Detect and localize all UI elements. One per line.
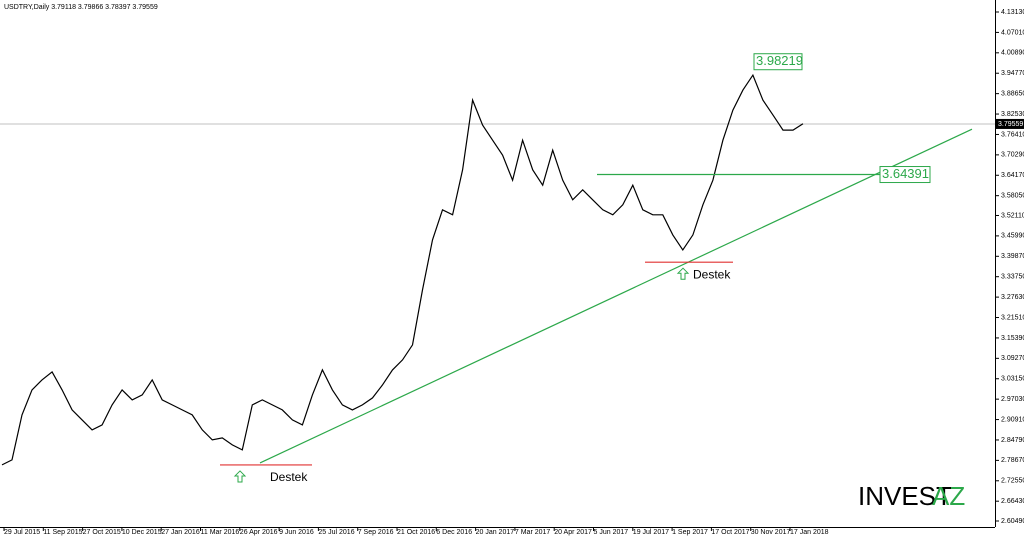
y-tick-label: 3.03150 bbox=[1001, 376, 1024, 383]
y-tick-label: 2.84790 bbox=[1001, 437, 1024, 444]
x-tick-label: 20 Apr 2017 bbox=[554, 529, 592, 536]
trendline bbox=[259, 128, 973, 464]
y-tick-label: 3.39870 bbox=[1001, 253, 1024, 260]
price-line bbox=[1, 73, 804, 466]
support-arrow bbox=[676, 267, 690, 280]
y-tick-label: 2.78670 bbox=[1001, 457, 1024, 464]
x-tick-label: 9 Jun 2016 bbox=[279, 529, 314, 536]
x-tick-label: 17 Jan 2018 bbox=[790, 529, 829, 536]
x-tick-label: 7 Sep 2016 bbox=[358, 529, 394, 536]
y-tick-label: 4.13130 bbox=[1001, 9, 1024, 16]
x-tick-label: 7 Mar 2017 bbox=[515, 529, 551, 536]
y-tick-label: 3.88650 bbox=[1001, 90, 1024, 97]
y-tick-label: 3.33750 bbox=[1001, 274, 1024, 281]
peak-label: 3.98219 bbox=[756, 53, 803, 68]
x-tick-label: 11 Mar 2016 bbox=[201, 529, 240, 536]
y-tick-label: 2.97030 bbox=[1001, 396, 1024, 403]
y-tick-label: 3.21510 bbox=[1001, 314, 1024, 321]
y-tick-label: 3.64170 bbox=[1001, 172, 1024, 179]
price-tag bbox=[996, 118, 1024, 129]
y-tick-label: 2.66430 bbox=[1001, 498, 1024, 505]
y-tick-label: 2.72550 bbox=[1001, 478, 1024, 485]
brand-az: AZ bbox=[932, 481, 965, 511]
y-tick-label: 2.60490 bbox=[1001, 518, 1024, 525]
x-tick-label: 11 Sep 2015 bbox=[43, 529, 82, 536]
x-tick-label: 1 Sep 2017 bbox=[672, 529, 708, 536]
y-tick-label: 2.90910 bbox=[1001, 416, 1024, 423]
x-tick-label: 17 Oct 2017 bbox=[711, 529, 749, 536]
support-arrow bbox=[233, 470, 247, 483]
resistance-box bbox=[879, 166, 931, 184]
y-tick-label: 3.70290 bbox=[1001, 152, 1024, 159]
x-tick-label: 20 Jan 2017 bbox=[476, 529, 515, 536]
y-tick-label: 3.52110 bbox=[1001, 212, 1024, 219]
x-tick-label: 29 Jul 2015 bbox=[4, 529, 40, 536]
y-tick-label: 3.58050 bbox=[1001, 193, 1024, 200]
x-tick-label: 10 Dec 2015 bbox=[122, 529, 162, 536]
x-tick-label: 6 Dec 2016 bbox=[436, 529, 472, 536]
y-tick-label: 3.82530 bbox=[1001, 111, 1024, 118]
x-tick-label: 21 Oct 2016 bbox=[397, 529, 435, 536]
support-label: Destek bbox=[270, 470, 308, 484]
support-label: Destek bbox=[693, 267, 731, 281]
chart-title: USDTRY,Daily 3.79118 3.79866 3.78397 3.7… bbox=[4, 4, 158, 11]
x-tick-label: 5 Jun 2017 bbox=[594, 529, 629, 536]
x-tick-label: 19 Jul 2017 bbox=[633, 529, 669, 536]
y-tick-label: 3.45990 bbox=[1001, 233, 1024, 240]
y-tick-label: 3.09270 bbox=[1001, 355, 1024, 362]
y-tick-label: 4.00890 bbox=[1001, 50, 1024, 57]
y-tick-label: 3.27630 bbox=[1001, 294, 1024, 301]
y-tick-label: 3.76410 bbox=[1001, 131, 1024, 138]
y-tick-label: 3.15390 bbox=[1001, 335, 1024, 342]
peak-box bbox=[753, 53, 803, 71]
price-tag-label: 3.79559 bbox=[998, 121, 1023, 128]
x-tick-label: 30 Nov 2017 bbox=[751, 529, 791, 536]
y-tick-label: 3.94770 bbox=[1001, 70, 1024, 77]
y-tick-label: 4.07010 bbox=[1001, 29, 1024, 36]
x-tick-label: 27 Jan 2016 bbox=[161, 529, 200, 536]
x-tick-label: 26 Apr 2016 bbox=[240, 529, 278, 536]
x-tick-label: 27 Oct 2015 bbox=[83, 529, 121, 536]
brand-invest: INVEST bbox=[858, 481, 952, 511]
x-tick-label: 25 Jul 2016 bbox=[318, 529, 354, 536]
resistance-label: 3.64391 bbox=[882, 166, 929, 181]
